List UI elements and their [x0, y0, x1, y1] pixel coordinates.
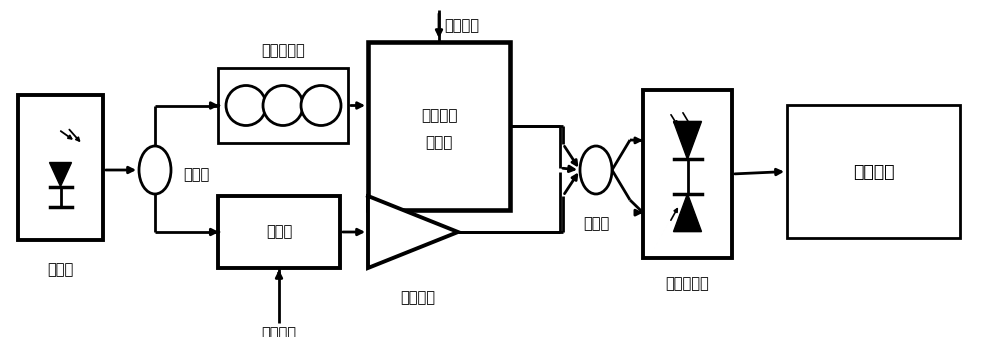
Polygon shape	[674, 121, 702, 159]
Ellipse shape	[139, 146, 171, 194]
Polygon shape	[50, 162, 72, 186]
Ellipse shape	[580, 146, 612, 194]
Bar	[218, 68, 348, 143]
Circle shape	[301, 86, 341, 125]
Bar	[787, 105, 960, 238]
Bar	[18, 95, 103, 240]
Text: 光放大器: 光放大器	[400, 290, 436, 305]
Text: 扫频源: 扫频源	[266, 224, 292, 240]
Polygon shape	[368, 196, 458, 268]
Text: 激光源: 激光源	[47, 262, 74, 277]
Text: 马赫曾德: 马赫曾德	[421, 109, 457, 123]
Bar	[368, 42, 510, 210]
Text: 耦合器: 耦合器	[583, 216, 609, 231]
Bar	[218, 196, 340, 268]
Text: 微波振荡: 微波振荡	[262, 326, 296, 337]
Text: 数字处理: 数字处理	[853, 162, 894, 181]
Text: 调制器: 调制器	[425, 135, 453, 151]
Polygon shape	[674, 194, 702, 232]
Bar	[643, 90, 732, 258]
Text: 偏振控制器: 偏振控制器	[261, 43, 305, 58]
Text: 待测微波: 待测微波	[444, 18, 479, 33]
Circle shape	[226, 86, 266, 125]
Text: 分束器: 分束器	[183, 167, 209, 183]
Circle shape	[263, 86, 303, 125]
Text: 平衡探测器: 平衡探测器	[666, 276, 709, 291]
